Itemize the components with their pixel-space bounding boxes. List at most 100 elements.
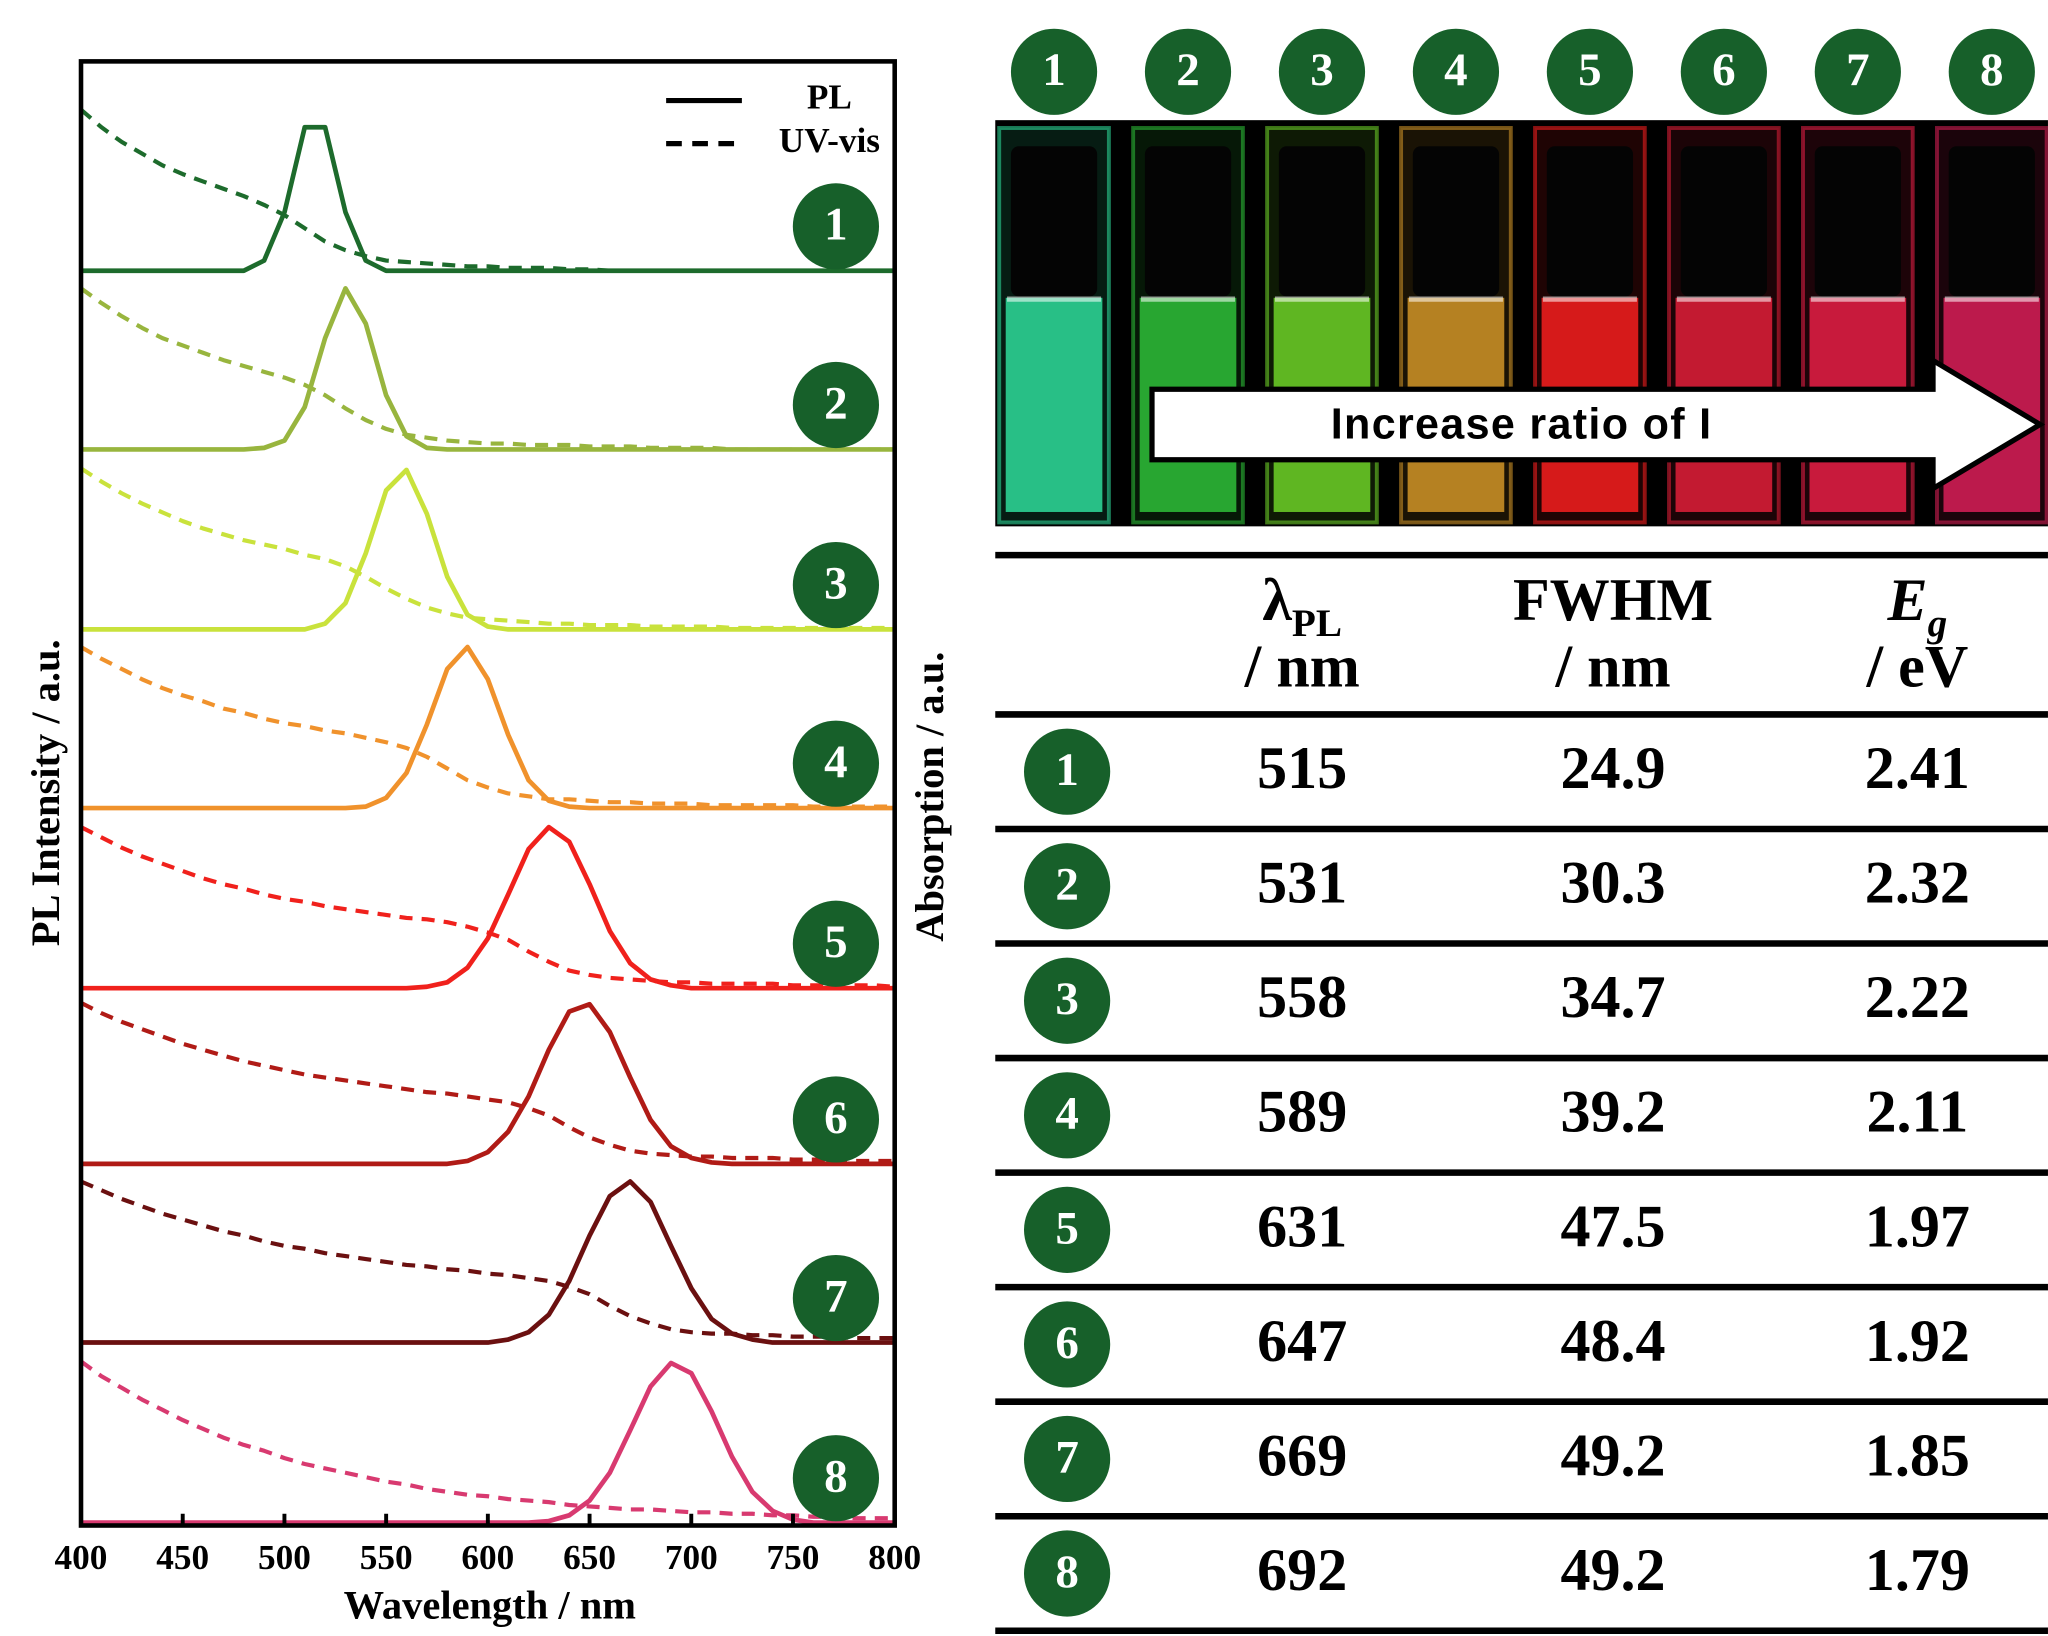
- column-unit: / nm: [1244, 632, 1360, 699]
- x-tick-label: 400: [55, 1538, 108, 1577]
- cuvette-top: [1279, 146, 1365, 296]
- series-label: 2: [824, 377, 848, 429]
- sample-label: 6: [1712, 44, 1736, 96]
- table-cell: 1.92: [1865, 1307, 1970, 1374]
- x-tick-label: 500: [258, 1538, 311, 1577]
- row-label: 1: [1055, 744, 1079, 796]
- table-cell: 531: [1257, 849, 1347, 916]
- column-header: FWHM: [1513, 566, 1713, 633]
- sample-label: 5: [1578, 44, 1602, 96]
- plot-frame: [81, 61, 895, 1525]
- photo-panel: Increase ratio of I: [995, 120, 2048, 526]
- table-cell: 2.41: [1865, 734, 1970, 801]
- uv-curve: [81, 288, 895, 449]
- table-cell: 1.85: [1865, 1421, 1970, 1488]
- table-cell: 34.7: [1560, 963, 1665, 1030]
- table-cell: 24.9: [1560, 734, 1665, 801]
- pl-curve: [81, 1004, 895, 1164]
- table-cell: 558: [1257, 963, 1347, 1030]
- sample-label: 4: [1444, 44, 1467, 96]
- cuvette-top: [1681, 146, 1767, 296]
- x-tick-label: 600: [461, 1538, 514, 1577]
- arrow-text: Increase ratio of I: [1331, 400, 1713, 448]
- table-cell: 647: [1257, 1307, 1347, 1374]
- row-label: 2: [1055, 859, 1079, 911]
- series-label: 8: [824, 1451, 848, 1503]
- table-cell: 589: [1257, 1078, 1347, 1145]
- table-cell: 48.4: [1560, 1307, 1665, 1374]
- table-cell: 49.2: [1560, 1536, 1665, 1603]
- pl-curve: [81, 1181, 895, 1342]
- row-label: 8: [1055, 1546, 1079, 1598]
- series-label: 6: [824, 1092, 848, 1144]
- row-label: 5: [1055, 1202, 1079, 1254]
- table-cell: 669: [1257, 1421, 1347, 1488]
- cuvette-top: [1815, 146, 1901, 296]
- table-cell: 47.5: [1560, 1192, 1665, 1259]
- table-cell: 1.97: [1865, 1192, 1970, 1259]
- row-label: 7: [1055, 1431, 1079, 1483]
- series-label: 1: [824, 199, 848, 251]
- x-tick-label: 550: [360, 1538, 413, 1577]
- x-tick-label: 800: [868, 1538, 921, 1577]
- table-cell: 49.2: [1560, 1421, 1665, 1488]
- table-cell: 39.2: [1560, 1078, 1665, 1145]
- row-label: 4: [1055, 1088, 1079, 1140]
- table-cell: 2.22: [1865, 963, 1970, 1030]
- cuvette-top: [1949, 146, 2035, 296]
- y-axis-label: PL Intensity / a.u.: [23, 639, 68, 946]
- row-label: 3: [1055, 973, 1079, 1025]
- uv-curve: [81, 1003, 895, 1161]
- series-label: 7: [824, 1270, 848, 1322]
- pl-curve: [81, 288, 895, 449]
- series-label: 3: [824, 557, 848, 609]
- x-tick-label: 650: [563, 1538, 616, 1577]
- figure: Wavelength / nm PL Intensity / a.u. Abso…: [0, 0, 2048, 1636]
- table-cell: 1.79: [1865, 1536, 1970, 1603]
- sample-label: 3: [1310, 44, 1334, 96]
- y2-axis-label: Absorption / a.u.: [907, 652, 952, 942]
- sample-label: 7: [1846, 44, 1870, 96]
- legend-label: PL: [807, 78, 852, 117]
- table-cell: 692: [1257, 1536, 1347, 1603]
- sample-label: 2: [1176, 44, 1200, 96]
- x-tick-label: 750: [767, 1538, 820, 1577]
- column-unit: / nm: [1554, 632, 1670, 699]
- cuvette-liquid: [1006, 298, 1103, 512]
- legend-label: UV-vis: [779, 121, 880, 160]
- x-axis-label: Wavelength / nm: [344, 1582, 637, 1627]
- cuvette-top: [1413, 146, 1499, 296]
- uv-curve: [81, 827, 895, 987]
- cuvette-top: [1547, 146, 1633, 296]
- series-label: 4: [824, 736, 848, 788]
- spectra-chart: Wavelength / nm PL Intensity / a.u. Abso…: [23, 61, 952, 1627]
- uv-curve: [81, 468, 895, 628]
- uv-curve: [81, 1181, 895, 1338]
- sample-label: 1: [1042, 44, 1066, 96]
- table-cell: 30.3: [1560, 849, 1665, 916]
- x-tick-label: 700: [665, 1538, 718, 1577]
- series-label: 5: [824, 916, 848, 968]
- x-tick-label: 450: [156, 1538, 209, 1577]
- table-cell: 515: [1257, 734, 1347, 801]
- cuvette-top: [1145, 146, 1231, 296]
- header-symbol: FWHM: [1513, 566, 1713, 633]
- column-unit: / eV: [1865, 632, 1968, 699]
- pl-curve: [81, 827, 895, 988]
- uv-curve: [81, 1361, 895, 1518]
- uv-curve: [81, 647, 895, 807]
- table-cell: 631: [1257, 1192, 1347, 1259]
- pl-curve: [81, 647, 895, 808]
- cuvette-top: [1011, 146, 1097, 296]
- page: {"chart_data": { "type": "line", "xlabel…: [0, 0, 2048, 1636]
- row-label: 6: [1055, 1317, 1079, 1369]
- header-symbol: E: [1887, 566, 1928, 633]
- pl-curve: [81, 470, 895, 629]
- header-symbol: λ: [1262, 566, 1292, 633]
- pl-curve: [81, 127, 895, 271]
- pl-curve: [81, 1363, 895, 1523]
- uv-curve: [81, 110, 895, 271]
- table-cell: 2.32: [1865, 849, 1970, 916]
- table-cell: 2.11: [1866, 1078, 1968, 1145]
